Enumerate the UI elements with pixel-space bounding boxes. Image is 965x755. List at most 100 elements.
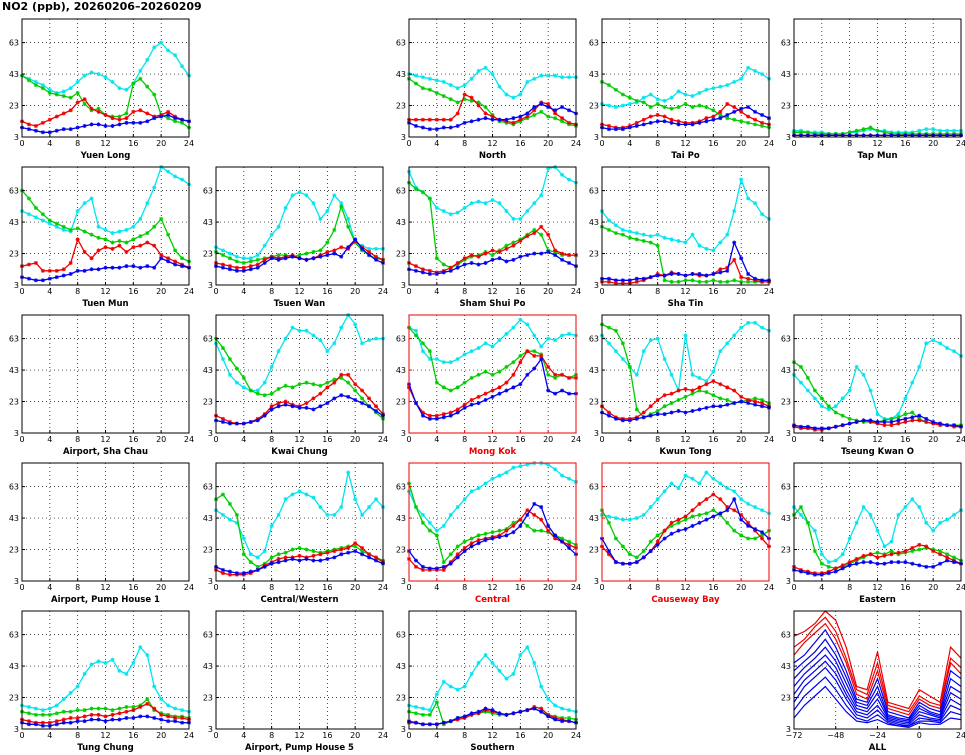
data-point-blue [627, 561, 632, 566]
data-point-blue [227, 569, 232, 574]
data-point-red [40, 120, 45, 125]
data-point-red [227, 264, 232, 269]
data-point-green [889, 549, 894, 554]
data-point-green [434, 533, 439, 538]
data-point-green [180, 120, 185, 125]
data-point-blue [346, 245, 351, 250]
data-point-red [40, 268, 45, 273]
data-point-red [68, 715, 73, 720]
x-tick-label: 16 [515, 583, 525, 592]
data-point-blue [325, 253, 330, 258]
y-tick-label: 23 [589, 102, 599, 111]
station-label: Tap Mun [857, 151, 897, 161]
data-point-red [553, 248, 558, 253]
data-point-red [124, 709, 129, 714]
data-point-blue [546, 105, 551, 110]
x-tick-label: 4 [627, 287, 632, 296]
x-tick-label: 12 [872, 435, 882, 444]
data-point-green [448, 97, 453, 102]
data-point-red [634, 120, 639, 125]
x-tick-label: 0 [791, 583, 796, 592]
data-point-red [26, 122, 31, 127]
data-point-blue [553, 108, 558, 113]
data-point-blue [490, 257, 495, 262]
data-point-cyan [89, 70, 94, 75]
y-tick-label: 23 [203, 546, 213, 555]
data-point-blue [297, 405, 302, 410]
data-point-cyan [434, 357, 439, 362]
data-point-green [420, 86, 425, 91]
x-tick-label: 8 [269, 287, 274, 296]
data-point-green [847, 416, 852, 421]
data-point-blue [290, 254, 295, 259]
y-tick-label: 63 [589, 335, 599, 344]
data-point-cyan [546, 462, 551, 467]
data-point-red [61, 717, 66, 722]
data-point-cyan [847, 388, 852, 393]
data-point-cyan [620, 103, 625, 108]
data-point-cyan [819, 552, 824, 557]
data-point-blue [455, 555, 460, 560]
data-point-cyan [131, 660, 136, 665]
data-point-blue [180, 117, 185, 122]
data-point-blue [413, 268, 418, 273]
data-point-red [462, 545, 467, 550]
data-point-blue [346, 394, 351, 399]
data-point-red [676, 517, 681, 522]
data-point-green [420, 712, 425, 717]
data-point-green [455, 385, 460, 390]
data-point-cyan [760, 325, 765, 330]
data-point-blue [304, 405, 309, 410]
data-point-cyan [620, 227, 625, 232]
data-point-blue [662, 119, 667, 124]
data-point-red [61, 111, 66, 116]
data-point-blue [441, 125, 446, 130]
data-point-red [110, 116, 115, 121]
data-point-cyan [367, 246, 372, 251]
x-tick-label: 24 [571, 139, 581, 148]
data-point-green [434, 380, 439, 385]
data-point-blue [413, 123, 418, 128]
data-point-blue [311, 407, 316, 412]
data-point-green [227, 256, 232, 261]
x-tick-label: 0 [213, 287, 218, 296]
data-point-red [539, 517, 544, 522]
data-point-red [131, 109, 136, 114]
data-point-blue [138, 120, 143, 125]
data-point-green [297, 545, 302, 550]
data-point-cyan [220, 512, 225, 517]
x-tick-label: 20 [736, 435, 746, 444]
data-point-blue [840, 133, 845, 138]
data-point-red [332, 549, 337, 554]
data-point-green [173, 119, 178, 124]
data-point-blue [910, 133, 915, 138]
data-point-green [613, 536, 618, 541]
data-point-green [620, 544, 625, 549]
data-point-cyan [805, 388, 810, 393]
data-point-red [760, 401, 765, 406]
data-point-green [145, 697, 150, 702]
data-point-blue [159, 256, 164, 261]
data-point-blue [917, 413, 922, 418]
data-point-green [47, 712, 52, 717]
data-point-blue [325, 556, 330, 561]
data-point-blue [61, 273, 66, 278]
x-tick-label: 0 [599, 583, 604, 592]
data-point-blue [620, 561, 625, 566]
series-line-red [793, 622, 962, 716]
data-point-red [634, 279, 639, 284]
x-tick-label: 24 [378, 287, 388, 296]
data-point-blue [441, 720, 446, 725]
data-point-blue [627, 278, 632, 283]
data-point-blue [26, 722, 31, 727]
x-tick-label: −48 [827, 731, 844, 740]
y-tick-label: 63 [9, 187, 19, 196]
data-point-blue [539, 709, 544, 714]
data-point-green [798, 505, 803, 510]
data-point-red [166, 256, 171, 261]
data-point-blue [655, 412, 660, 417]
data-point-blue [889, 560, 894, 565]
